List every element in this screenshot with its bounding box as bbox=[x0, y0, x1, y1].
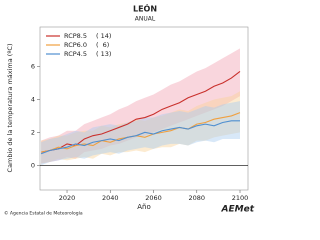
series-line bbox=[40, 71, 241, 153]
range-band bbox=[41, 101, 240, 166]
legend-count: ( 6) bbox=[96, 41, 109, 49]
y-tick-label: 6 bbox=[31, 63, 35, 71]
series-line bbox=[40, 112, 241, 153]
x-tick-label: 2020 bbox=[59, 194, 76, 202]
plot-area bbox=[39, 26, 249, 191]
range-band bbox=[41, 48, 240, 164]
legend-count: ( 14) bbox=[96, 32, 111, 40]
x-axis-label: Año bbox=[137, 203, 151, 211]
logo: AEMet bbox=[221, 205, 255, 215]
x-tick-label: 2040 bbox=[102, 194, 119, 202]
legend-label: RCP8.5 bbox=[64, 32, 87, 40]
chart: LEÓN ANUAL Cambio de la temperatura máxi… bbox=[4, 3, 255, 217]
legend-count: ( 13) bbox=[96, 50, 111, 58]
y-axis-label: Cambio de la temperatura máxima (ºC) bbox=[6, 44, 14, 173]
y-tick-label: 0 bbox=[31, 161, 35, 169]
chart-title: LEÓN bbox=[133, 3, 157, 14]
y-tick-label: 4 bbox=[31, 95, 35, 103]
legend-label: RCP6.0 bbox=[64, 41, 87, 49]
series-line bbox=[40, 120, 240, 155]
legend-label: RCP4.5 bbox=[64, 50, 87, 58]
x-tick-label: 2100 bbox=[232, 194, 249, 202]
y-tick-label: 2 bbox=[31, 128, 35, 136]
chart-subtitle: ANUAL bbox=[135, 16, 156, 23]
x-tick-label: 2080 bbox=[188, 194, 205, 202]
footer-credit: © Agencia Estatal de Meteorología bbox=[4, 210, 83, 217]
x-tick-label: 2060 bbox=[145, 194, 162, 202]
